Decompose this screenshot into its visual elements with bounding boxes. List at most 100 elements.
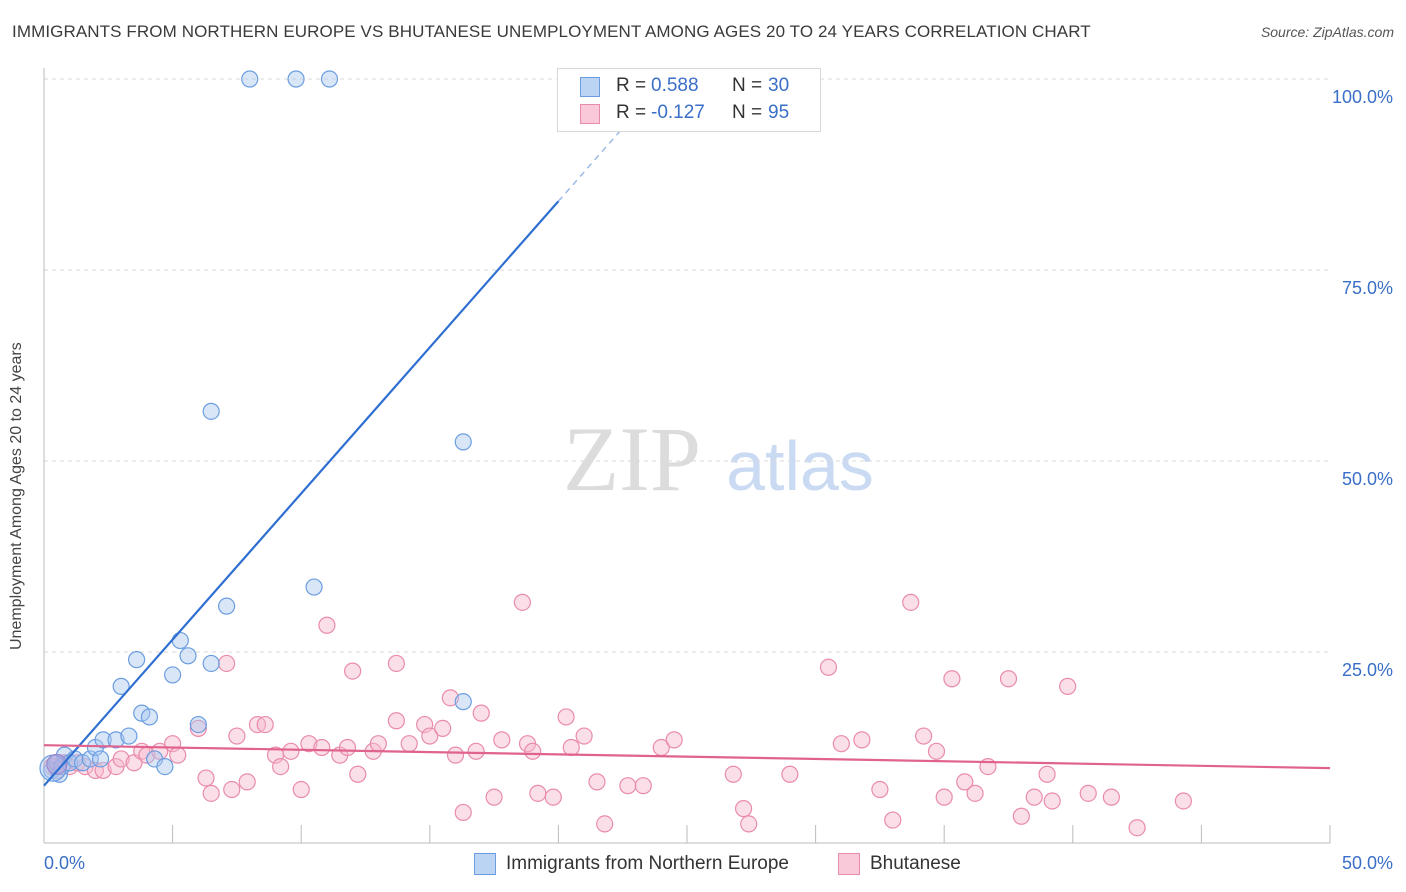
watermark-zip: ZIP xyxy=(563,408,701,510)
bhutanese-point xyxy=(467,742,485,760)
bhutanese-point xyxy=(871,780,889,799)
bhutanese-point xyxy=(1128,819,1146,837)
bhutanese-point xyxy=(557,708,575,726)
bhutanese-point xyxy=(544,788,562,806)
bhutanese-point xyxy=(853,731,871,749)
series-swatch-pink xyxy=(838,853,860,875)
northern-europe-point xyxy=(241,70,259,88)
series-swatch-blue xyxy=(474,853,496,875)
bhutanese-point xyxy=(619,777,637,795)
northern-europe-point xyxy=(73,754,92,772)
bhutanese-point xyxy=(454,803,472,822)
bhutanese-point xyxy=(197,769,215,787)
northern-europe-point xyxy=(127,651,146,669)
legend-swatch-pink xyxy=(580,104,600,124)
bhutanese-point xyxy=(400,735,418,753)
bhutanese-point xyxy=(665,731,683,749)
series-legend: Immigrants from Northern Europe Bhutanes… xyxy=(0,852,1406,878)
bhutanese-point xyxy=(387,712,405,730)
bhutanese-point xyxy=(902,593,920,611)
bhutanese-point xyxy=(588,773,606,791)
bhutanese-point xyxy=(434,719,452,738)
northern-europe-point xyxy=(120,727,138,745)
bhutanese-point xyxy=(292,780,310,799)
northern-europe-point xyxy=(320,70,339,88)
bhutanese-point xyxy=(562,738,580,757)
x-tick-label-min: 0.0% xyxy=(44,853,85,873)
bhutanese-point xyxy=(256,715,274,734)
northern-europe-point xyxy=(140,708,159,726)
overlap-cluster xyxy=(46,753,68,775)
bhutanese-point xyxy=(446,746,465,764)
legend-r-value: -0.127 xyxy=(651,102,705,123)
northern-europe-point xyxy=(91,750,110,768)
bhutanese-point xyxy=(575,727,593,745)
bhutanese-point xyxy=(202,784,220,802)
bhutanese-point xyxy=(472,704,490,722)
legend-n-label: N = xyxy=(732,75,763,96)
northern-europe-point xyxy=(156,757,174,776)
series-legend-label: Immigrants from Northern Europe xyxy=(506,853,789,874)
bhutanese-point xyxy=(223,780,241,799)
legend-n-label: N = xyxy=(732,102,763,123)
northern-europe-point xyxy=(305,578,323,596)
bhutanese-point xyxy=(238,773,256,791)
northern-europe-point xyxy=(202,654,220,673)
bhutanese-point xyxy=(634,777,652,795)
bhutanese-point xyxy=(915,727,933,745)
bhutanese-point xyxy=(1038,765,1056,783)
bhutanese-point xyxy=(596,815,614,833)
northern-europe-point xyxy=(107,731,125,749)
x-tick-label-max: 50.0% xyxy=(1342,853,1393,873)
bhutanese-point xyxy=(189,719,207,738)
bhutanese-point xyxy=(228,727,246,745)
bhutanese-point xyxy=(169,746,187,764)
bhutanese-point xyxy=(1059,677,1077,695)
correlation-legend: R = 0.588 N = 30 R = -0.127 N = 95 xyxy=(557,68,821,132)
northern-europe-point xyxy=(179,647,197,665)
bhutanese-point xyxy=(740,815,758,833)
bhutanese-point xyxy=(369,735,387,753)
bhutanese-point xyxy=(819,658,838,676)
bhutanese-point xyxy=(832,735,850,753)
northern-europe-point xyxy=(454,693,472,711)
bhutanese-point xyxy=(724,765,742,783)
bhutanese-point xyxy=(524,742,542,760)
northern-europe-point xyxy=(164,666,182,684)
northern-europe-point xyxy=(202,402,220,420)
bhutanese-point xyxy=(387,654,405,673)
bhutanese-point xyxy=(884,811,902,829)
bhutanese-point xyxy=(313,738,331,757)
bhutanese-trendline xyxy=(43,744,1331,770)
bhutanese-point xyxy=(1079,784,1097,802)
bhutanese-point xyxy=(935,788,953,806)
bhutanese-point xyxy=(734,800,753,818)
bhutanese-point xyxy=(421,727,439,745)
bhutanese-point xyxy=(338,738,357,757)
northern-europe-point xyxy=(454,433,472,451)
bhutanese-point xyxy=(1012,807,1030,825)
chart-title: IMMIGRANTS FROM NORTHERN EUROPE VS BHUTA… xyxy=(12,22,1091,41)
northern-europe-point xyxy=(218,597,236,615)
bhutanese-point xyxy=(943,670,961,688)
bhutanese-point xyxy=(218,654,236,673)
y-tick-label: 50.0% xyxy=(1342,469,1393,489)
series-legend-label: Bhutanese xyxy=(870,853,961,874)
bhutanese-point xyxy=(318,616,336,634)
northern-europe-trendline xyxy=(43,200,560,787)
bhutanese-point xyxy=(349,765,367,783)
northern-europe-point xyxy=(133,704,151,722)
bhutanese-point xyxy=(781,765,799,783)
legend-n-value: 30 xyxy=(768,75,790,96)
bhutanese-point xyxy=(300,735,318,753)
bhutanese-point xyxy=(1174,792,1192,810)
legend-r-value: 0.588 xyxy=(651,75,699,96)
bhutanese-point xyxy=(1102,788,1120,806)
bhutanese-point xyxy=(529,784,547,802)
northern-europe-point xyxy=(171,631,189,650)
bhutanese-point xyxy=(112,750,130,768)
northern-europe-point xyxy=(189,715,207,734)
bhutanese-point xyxy=(999,670,1018,688)
bhutanese-point xyxy=(493,731,511,749)
